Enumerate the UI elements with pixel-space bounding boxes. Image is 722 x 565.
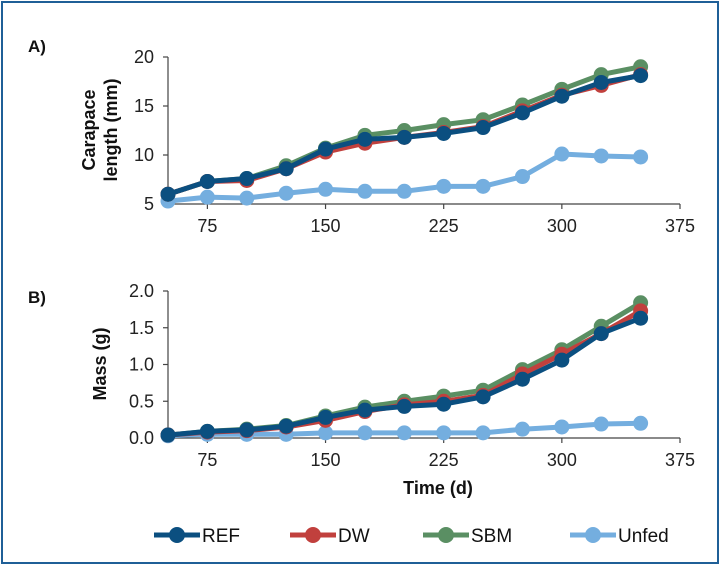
data-point-ref [436,125,452,141]
data-point-ref [278,418,294,434]
y-tick-label: 2.0 [129,281,154,301]
x-tick-label: 225 [429,216,459,236]
data-point-unfed [278,185,294,201]
data-point-ref [514,105,530,121]
data-point-ref [554,88,570,104]
y-tick-label: 0.5 [129,391,154,411]
legend-marker-dw [305,527,321,543]
legend-label-unfed: Unfed [618,526,669,547]
y-axis-title-line: Carapace [79,89,99,170]
x-tick-label: 300 [547,450,577,470]
data-point-ref [514,371,530,387]
data-point-ref [554,352,570,368]
data-point-ref [239,422,255,438]
x-tick-label: 75 [197,216,217,236]
series-line-dw [167,308,642,438]
data-point-unfed [357,183,373,199]
data-point-ref [357,131,373,147]
data-point-unfed [436,425,452,441]
data-point-ref [318,409,334,425]
data-point-ref [199,173,215,189]
data-point-unfed [199,189,215,205]
data-point-ref [318,141,334,157]
legend-label-ref: REF [202,526,240,547]
legend-marker-unfed [585,527,601,543]
data-point-ref [436,396,452,412]
data-point-ref [633,68,649,84]
y-tick-label: 0.0 [129,428,154,448]
x-tick-label: 225 [429,450,459,470]
series-line-ref [167,315,642,438]
data-point-ref [475,389,491,405]
y-tick-label: 1.0 [129,355,154,375]
y-axis-title-line: length (mm) [101,79,121,182]
data-point-ref [396,129,412,145]
data-point-ref [160,427,176,443]
data-point-unfed [475,178,491,194]
data-point-ref [475,120,491,136]
legend-label-dw: DW [338,526,370,547]
data-point-ref [593,74,609,90]
x-tick-label: 75 [197,450,217,470]
data-point-unfed [396,183,412,199]
data-point-unfed [633,149,649,165]
panel-label: B) [28,288,46,307]
legend-marker-sbm [438,527,454,543]
x-tick-label: 150 [311,450,341,470]
y-axis-title-line: Mass (g) [90,327,110,400]
y-axis-title: Mass (g) [90,327,110,400]
legend-marker-ref [169,527,185,543]
data-point-unfed [514,421,530,437]
data-point-ref [199,423,215,439]
data-point-ref [239,171,255,187]
data-point-unfed [318,181,334,197]
data-point-ref [396,398,412,414]
y-tick-label: 10 [134,145,154,165]
legend-label-sbm: SBM [471,526,512,547]
data-point-unfed [554,419,570,435]
data-point-ref [278,161,294,177]
x-tick-label: 150 [311,216,341,236]
data-point-ref [633,310,649,326]
data-point-unfed [318,425,334,441]
data-point-ref [160,186,176,202]
series-line-sbm [167,300,642,438]
data-point-unfed [554,146,570,162]
data-point-unfed [396,425,412,441]
y-tick-label: 15 [134,96,154,116]
y-axis-title: Carapace length (mm) [79,79,121,182]
y-tick-label: 20 [134,47,154,67]
y-tick-label: 1.5 [129,318,154,338]
panel-label: A) [28,37,46,56]
x-tick-label: 300 [547,216,577,236]
data-point-unfed [357,425,373,441]
data-point-ref [357,402,373,418]
x-tick-label: 375 [665,450,695,470]
y-tick-label: 5 [144,194,154,214]
x-tick-label: 375 [665,216,695,236]
data-point-ref [593,326,609,342]
data-point-unfed [593,148,609,164]
x-axis-title: Time (d) [403,478,473,498]
data-point-unfed [633,415,649,431]
data-point-unfed [593,416,609,432]
data-point-unfed [436,178,452,194]
data-point-unfed [475,425,491,441]
data-point-unfed [239,190,255,206]
data-point-unfed [514,169,530,185]
